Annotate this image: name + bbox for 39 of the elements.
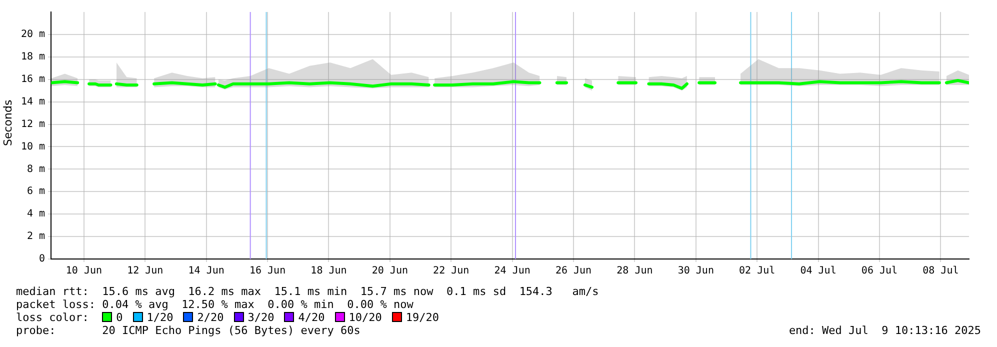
y-tick-label: 20 m — [20, 29, 46, 40]
y-tick-label: 2 m — [27, 231, 46, 242]
y-tick-label: 10 m — [20, 141, 46, 152]
x-tick-label: 24 Jun — [494, 266, 530, 277]
legend-label: 10/20 — [348, 311, 382, 324]
text: probe: 20 ICMP Echo Pings (56 Bytes) every 60s — [16, 324, 360, 337]
legend-label: 3/20 — [248, 311, 274, 324]
y-tick-label: 14 m — [20, 96, 46, 108]
x-tick-label: 10 Jun — [66, 266, 102, 277]
y-axis-title: Seconds — [2, 100, 14, 146]
x-tick-label: 30 Jun — [678, 266, 714, 277]
y-tick-label: 0 — [39, 254, 46, 265]
y-tick-label: 16 m — [20, 74, 46, 85]
legend-label: 4/20 — [298, 311, 325, 324]
x-tick-label: 16 Jun — [249, 266, 286, 277]
x-tick-label: 26 Jun — [555, 266, 592, 277]
legend-label: 0 — [116, 311, 123, 324]
text: median rtt: 15.6 ms avg 16.2 ms max 15.1 ms min 15.7 ms now 0.1 ms sd 154.3 am/s — [16, 285, 600, 298]
y-tick-label: 18 m — [20, 52, 46, 63]
x-tick-label: 12 Jun — [127, 266, 164, 277]
text: packet loss: 0.04 % avg 12.50 % max 0.00 % min 0.00 % now — [16, 298, 414, 311]
x-tick-label: 06 Jul — [861, 266, 898, 277]
x-tick-label: 04 Jul — [800, 266, 836, 277]
legend-label: 2/20 — [197, 311, 224, 324]
y-tick-label: 4 m — [27, 208, 46, 220]
x-tick-label: 14 Jun — [188, 266, 224, 277]
legend-label: 19/20 — [406, 311, 439, 324]
x-tick-label: 02 Jul — [739, 266, 776, 277]
text: end: Wed Jul 9 10:13:16 2025 — [788, 324, 981, 337]
x-tick-label: 20 Jun — [372, 266, 408, 277]
y-tick-label: 6 m — [27, 186, 46, 198]
x-tick-label: 08 Jul — [922, 266, 959, 277]
y-tick-label: 12 m — [20, 118, 46, 130]
x-tick-label: 22 Jun — [433, 266, 470, 277]
x-tick-label: 18 Jun — [310, 266, 347, 277]
y-tick-label: 8 m — [27, 164, 46, 175]
legend-title: loss color: — [16, 311, 90, 324]
legend-label: 1/20 — [146, 311, 174, 324]
x-tick-label: 28 Jun — [616, 266, 653, 277]
